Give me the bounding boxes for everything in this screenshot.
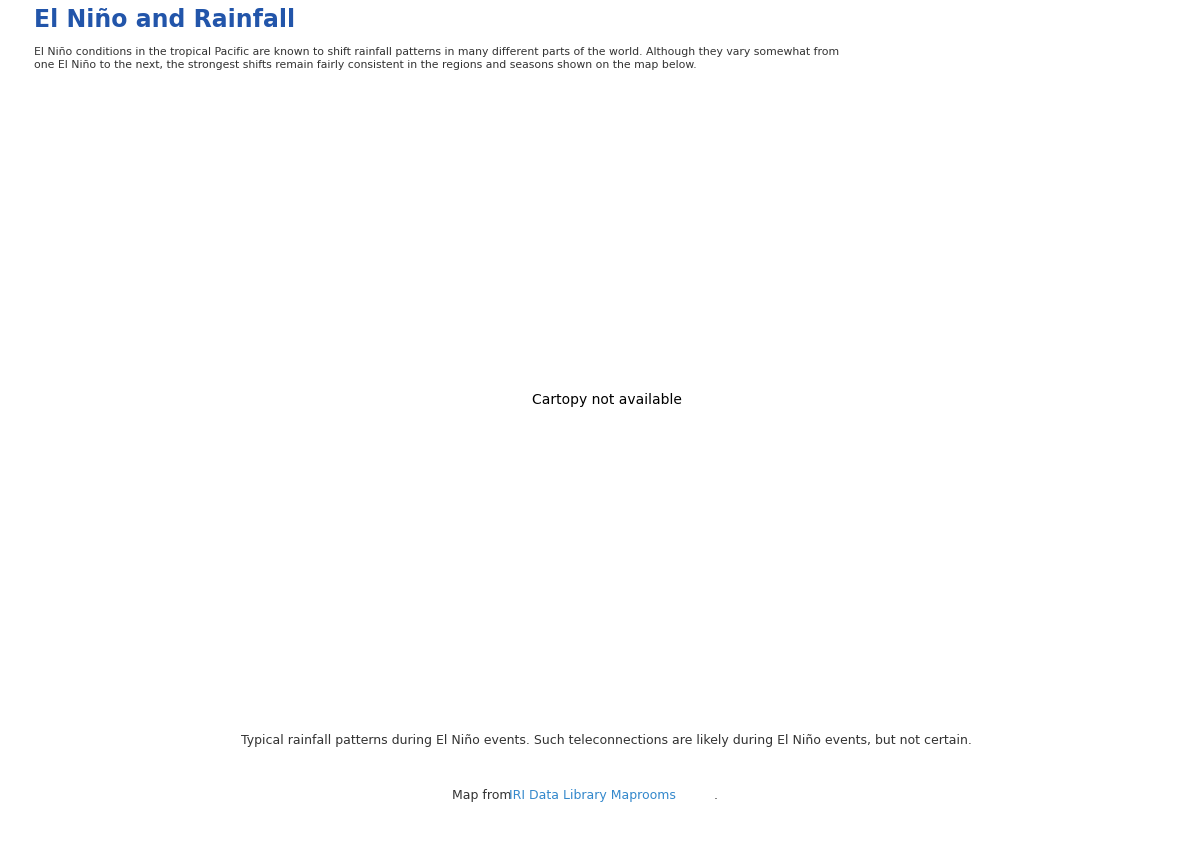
- Text: Typical rainfall patterns during El Niño events. Such teleconnections are likely: Typical rainfall patterns during El Niño…: [241, 734, 972, 747]
- Text: El Niño and Rainfall: El Niño and Rainfall: [34, 8, 295, 32]
- Text: Cartopy not available: Cartopy not available: [532, 394, 682, 407]
- Text: IRI Data Library Maprooms: IRI Data Library Maprooms: [509, 789, 676, 803]
- Text: Map from: Map from: [452, 789, 515, 803]
- Text: El Niño conditions in the tropical Pacific are known to shift rainfall patterns : El Niño conditions in the tropical Pacif…: [34, 47, 839, 71]
- Text: .: .: [713, 789, 718, 803]
